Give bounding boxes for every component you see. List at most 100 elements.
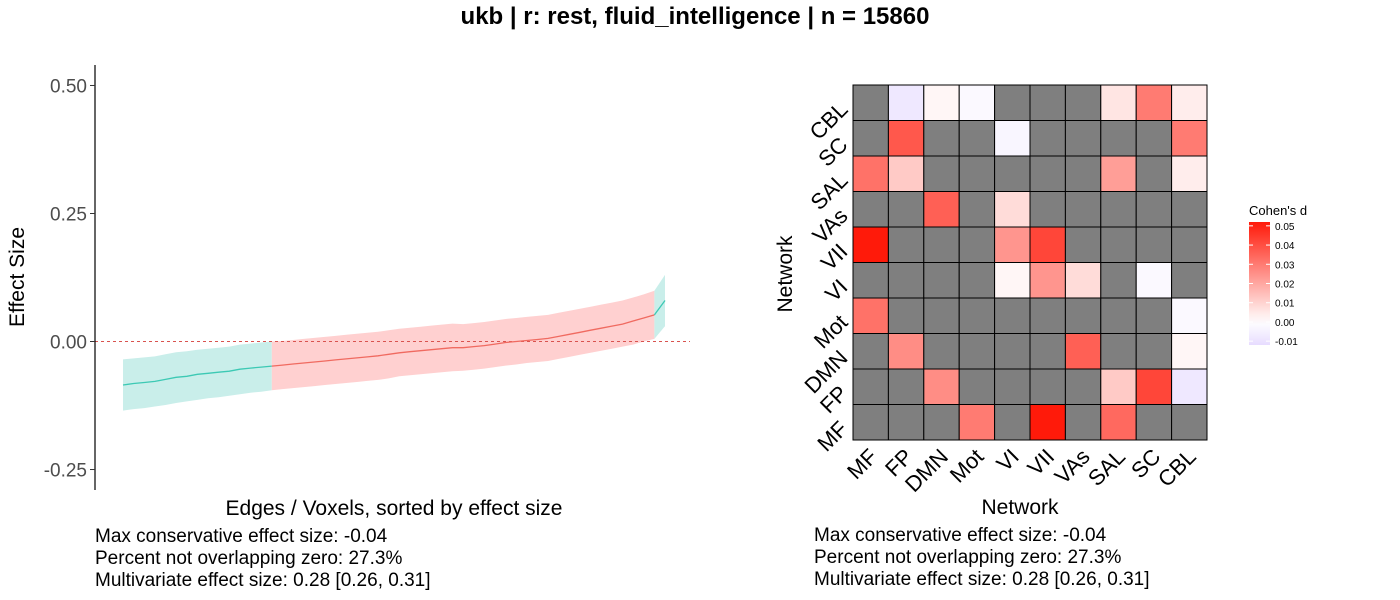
x-tick-label-VI: VI	[991, 444, 1023, 476]
heatmap-cell-SC-VI	[994, 120, 1031, 157]
heatmap-cell-CBL-VI	[994, 84, 1031, 121]
heatmap-cell-VII-VI	[994, 226, 1031, 263]
stat-multivariate: Multivariate effect size: 0.28 [0.26, 0.…	[814, 569, 1150, 590]
heatmap-cell-DMN-SC	[1135, 333, 1173, 370]
heatmap-cell-SAL-SC	[1135, 155, 1173, 192]
stat-percent-not-overlapping: Percent not overlapping zero: 27.3%	[95, 548, 402, 569]
heatmap-y-axis-label: Network	[774, 235, 797, 313]
heatmap-cell-CBL-DMN	[923, 84, 960, 121]
stat-multivariate: Multivariate effect size: 0.28 [0.26, 0.…	[95, 570, 431, 591]
y-tick-label-VAs: VAs	[807, 203, 852, 248]
figure-title: ukb | r: rest, fluid_intelligence | n = …	[461, 3, 930, 30]
heatmap-cell-VAs-VI	[994, 191, 1031, 228]
heatmap-cell-MF-CBL	[1171, 404, 1208, 441]
heatmap-x-axis-label: Network	[981, 496, 1059, 519]
heatmap-cell-CBL-CBL	[1171, 84, 1208, 121]
colorbar-tick-label: 0.02	[1275, 280, 1295, 291]
heatmap-cell-MF-MF	[852, 404, 889, 441]
heatmap-cell-Mot-SAL	[1100, 297, 1137, 334]
heatmap-cells	[852, 84, 1208, 441]
x-tick-label-MF: MF	[842, 444, 882, 484]
heatmap-cell-VAs-DMN	[923, 191, 960, 228]
heatmap-cell-Mot-FP	[887, 297, 925, 334]
y-tick-label-VI: VI	[820, 274, 852, 306]
heatmap-cell-Mot-VI	[994, 297, 1031, 334]
x-tick-label-SAL: SAL	[1083, 444, 1130, 491]
heatmap-cell-SAL-VII	[1029, 155, 1066, 192]
heatmap-cell-Mot-Mot	[958, 297, 996, 334]
stat-max-conservative: Max conservative effect size: -0.04	[814, 525, 1107, 546]
ci-ribbon-segment-0	[123, 341, 272, 411]
heatmap-cell-SAL-CBL	[1171, 155, 1208, 192]
heatmap-cell-SAL-SAL	[1100, 155, 1137, 192]
x-tick-label-Mot: Mot	[945, 444, 989, 488]
heatmap-cell-Mot-MF	[852, 297, 889, 334]
y-tick-label: 0.50	[50, 76, 87, 97]
estimate-lines	[122, 300, 666, 386]
colorbar-tick-label: 0.04	[1275, 241, 1295, 252]
heatmap-cell-VI-SAL	[1100, 262, 1137, 299]
stat-max-conservative: Max conservative effect size: -0.04	[95, 526, 388, 547]
heatmap-cell-MF-VII	[1029, 404, 1066, 441]
y-tick-label: 0.00	[50, 333, 87, 354]
y-axis-label: Effect Size	[6, 227, 29, 327]
heatmap-cell-VAs-CBL	[1171, 191, 1208, 228]
heatmap-cell-Mot-VII	[1029, 297, 1066, 334]
heatmap-cell-FP-CBL	[1171, 368, 1208, 405]
heatmap-cell-DMN-MF	[852, 333, 889, 370]
heatmap-cell-MF-DMN	[923, 404, 960, 441]
heatmap-cell-Mot-VAs	[1064, 297, 1102, 334]
heatmap-cell-SC-FP	[887, 120, 925, 157]
heatmap-cell-SC-Mot	[958, 120, 996, 157]
heatmap-cell-CBL-VAs	[1064, 84, 1102, 121]
heatmap-cell-SC-VII	[1029, 120, 1066, 157]
heatmap-cell-Mot-SC	[1135, 297, 1173, 334]
ci-ribbons	[123, 274, 665, 411]
ci-ribbon-segment-1	[271, 290, 655, 391]
heatmap-cell-VII-SC	[1135, 226, 1173, 263]
heatmap-cell-Mot-DMN	[923, 297, 960, 334]
y-tick-label: -0.25	[44, 461, 87, 482]
y-tick-label-Mot: Mot	[809, 310, 853, 354]
legend-title: Cohen's d	[1249, 203, 1307, 218]
heatmap-cell-VI-FP	[887, 262, 925, 299]
heatmap-cell-DMN-CBL	[1171, 333, 1208, 370]
heatmap-cell-FP-VI	[994, 368, 1031, 405]
heatmap-cell-DMN-VII	[1029, 333, 1066, 370]
heatmap-cell-VAs-SAL	[1100, 191, 1137, 228]
left-stats: Max conservative effect size: -0.04 Perc…	[95, 526, 431, 591]
y-axis-ticks: 0.50 0.25 0.00 -0.25	[44, 76, 95, 482]
heatmap-cell-CBL-MF	[852, 84, 889, 121]
heatmap-cell-MF-FP	[887, 404, 925, 441]
heatmap-cell-VII-VII	[1029, 226, 1066, 263]
heatmap-cell-SAL-DMN	[923, 155, 960, 192]
heatmap-cell-FP-VII	[1029, 368, 1066, 405]
heatmap-cell-SAL-VAs	[1064, 155, 1102, 192]
heatmap-cell-DMN-Mot	[958, 333, 996, 370]
heatmap-cell-CBL-Mot	[958, 84, 996, 121]
heatmap-cell-SAL-MF	[852, 155, 889, 192]
heatmap-cell-CBL-SC	[1135, 84, 1173, 121]
heatmap-cell-MF-SC	[1135, 404, 1173, 441]
heatmap-cell-FP-DMN	[923, 368, 960, 405]
heatmap-cell-SC-CBL	[1171, 120, 1208, 157]
heatmap-cell-SC-SC	[1135, 120, 1173, 157]
heatmap-cell-SAL-FP	[887, 155, 925, 192]
heatmap-cell-VII-SAL	[1100, 226, 1137, 263]
heatmap-cell-VII-FP	[887, 226, 925, 263]
colorbar-tick-label: 0.00	[1275, 318, 1295, 329]
heatmap-cell-SC-MF	[852, 120, 889, 157]
heatmap-cell-VII-DMN	[923, 226, 960, 263]
heatmap-cell-MF-SAL	[1100, 404, 1137, 441]
heatmap-cell-MF-Mot	[958, 404, 996, 441]
heatmap-cell-DMN-SAL	[1100, 333, 1137, 370]
heatmap-cell-MF-VAs	[1064, 404, 1102, 441]
colorbar	[1249, 222, 1270, 345]
heatmap-cell-DMN-VAs	[1064, 333, 1102, 370]
heatmap-cell-VAs-FP	[887, 191, 925, 228]
colorbar-tick-label: 0.05	[1275, 222, 1295, 233]
estimate-line-segment-1	[271, 314, 655, 367]
